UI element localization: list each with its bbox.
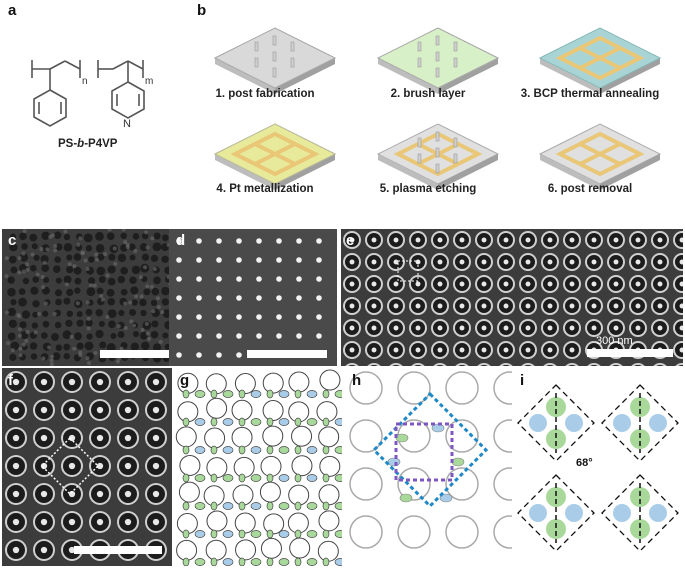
- panel-label-c: c: [8, 232, 17, 249]
- panel-label-g: g: [180, 372, 190, 389]
- scale-bar-e: [587, 349, 673, 357]
- step-5-label: 5. plasma etching: [379, 183, 477, 195]
- subscript-n: n: [82, 76, 88, 87]
- panel-label-i: i: [520, 372, 525, 389]
- scale-bar-f: [74, 546, 162, 554]
- sem-image-e: 300 nm: [341, 229, 683, 366]
- panel-label-b: b: [197, 2, 207, 19]
- step-4-label: 4. Pt metallization: [216, 183, 314, 195]
- subscript-m: m: [145, 76, 153, 87]
- scale-bar-label-e: 300 nm: [596, 335, 633, 347]
- panel-label-d: d: [176, 232, 186, 249]
- step-3-label: 3. BCP thermal annealing: [520, 88, 660, 100]
- sem-image-d: [169, 229, 337, 366]
- chemical-structure: n m N: [31, 60, 153, 130]
- sem-image-c: [2, 229, 184, 366]
- nitrogen-atom: N: [123, 118, 131, 130]
- step-6-label: 6. post removal: [547, 183, 633, 195]
- panel-label-e: e: [346, 232, 355, 249]
- process-schematic: [213, 27, 662, 191]
- segmented-map-g: [174, 368, 342, 566]
- angle-label: 68°: [576, 457, 593, 469]
- step-2-label: 2. brush layer: [390, 88, 466, 100]
- chem-name: PS-b-P4VP: [58, 138, 118, 150]
- panel-label-a: a: [8, 2, 17, 19]
- step-1-label: 1. post fabrication: [215, 88, 315, 100]
- panel-label-f: f: [8, 372, 13, 389]
- unit-cell-h: [346, 368, 512, 566]
- scale-bar-d: [247, 350, 327, 358]
- scale-bar-c: [100, 350, 176, 358]
- sem-image-f: [2, 368, 172, 566]
- panel-label-h: h: [352, 372, 362, 389]
- lattice-model-i: [514, 368, 684, 566]
